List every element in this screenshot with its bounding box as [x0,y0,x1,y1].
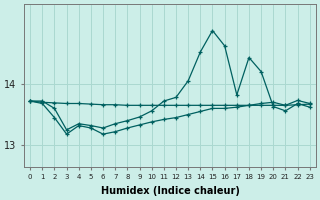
X-axis label: Humidex (Indice chaleur): Humidex (Indice chaleur) [100,186,239,196]
